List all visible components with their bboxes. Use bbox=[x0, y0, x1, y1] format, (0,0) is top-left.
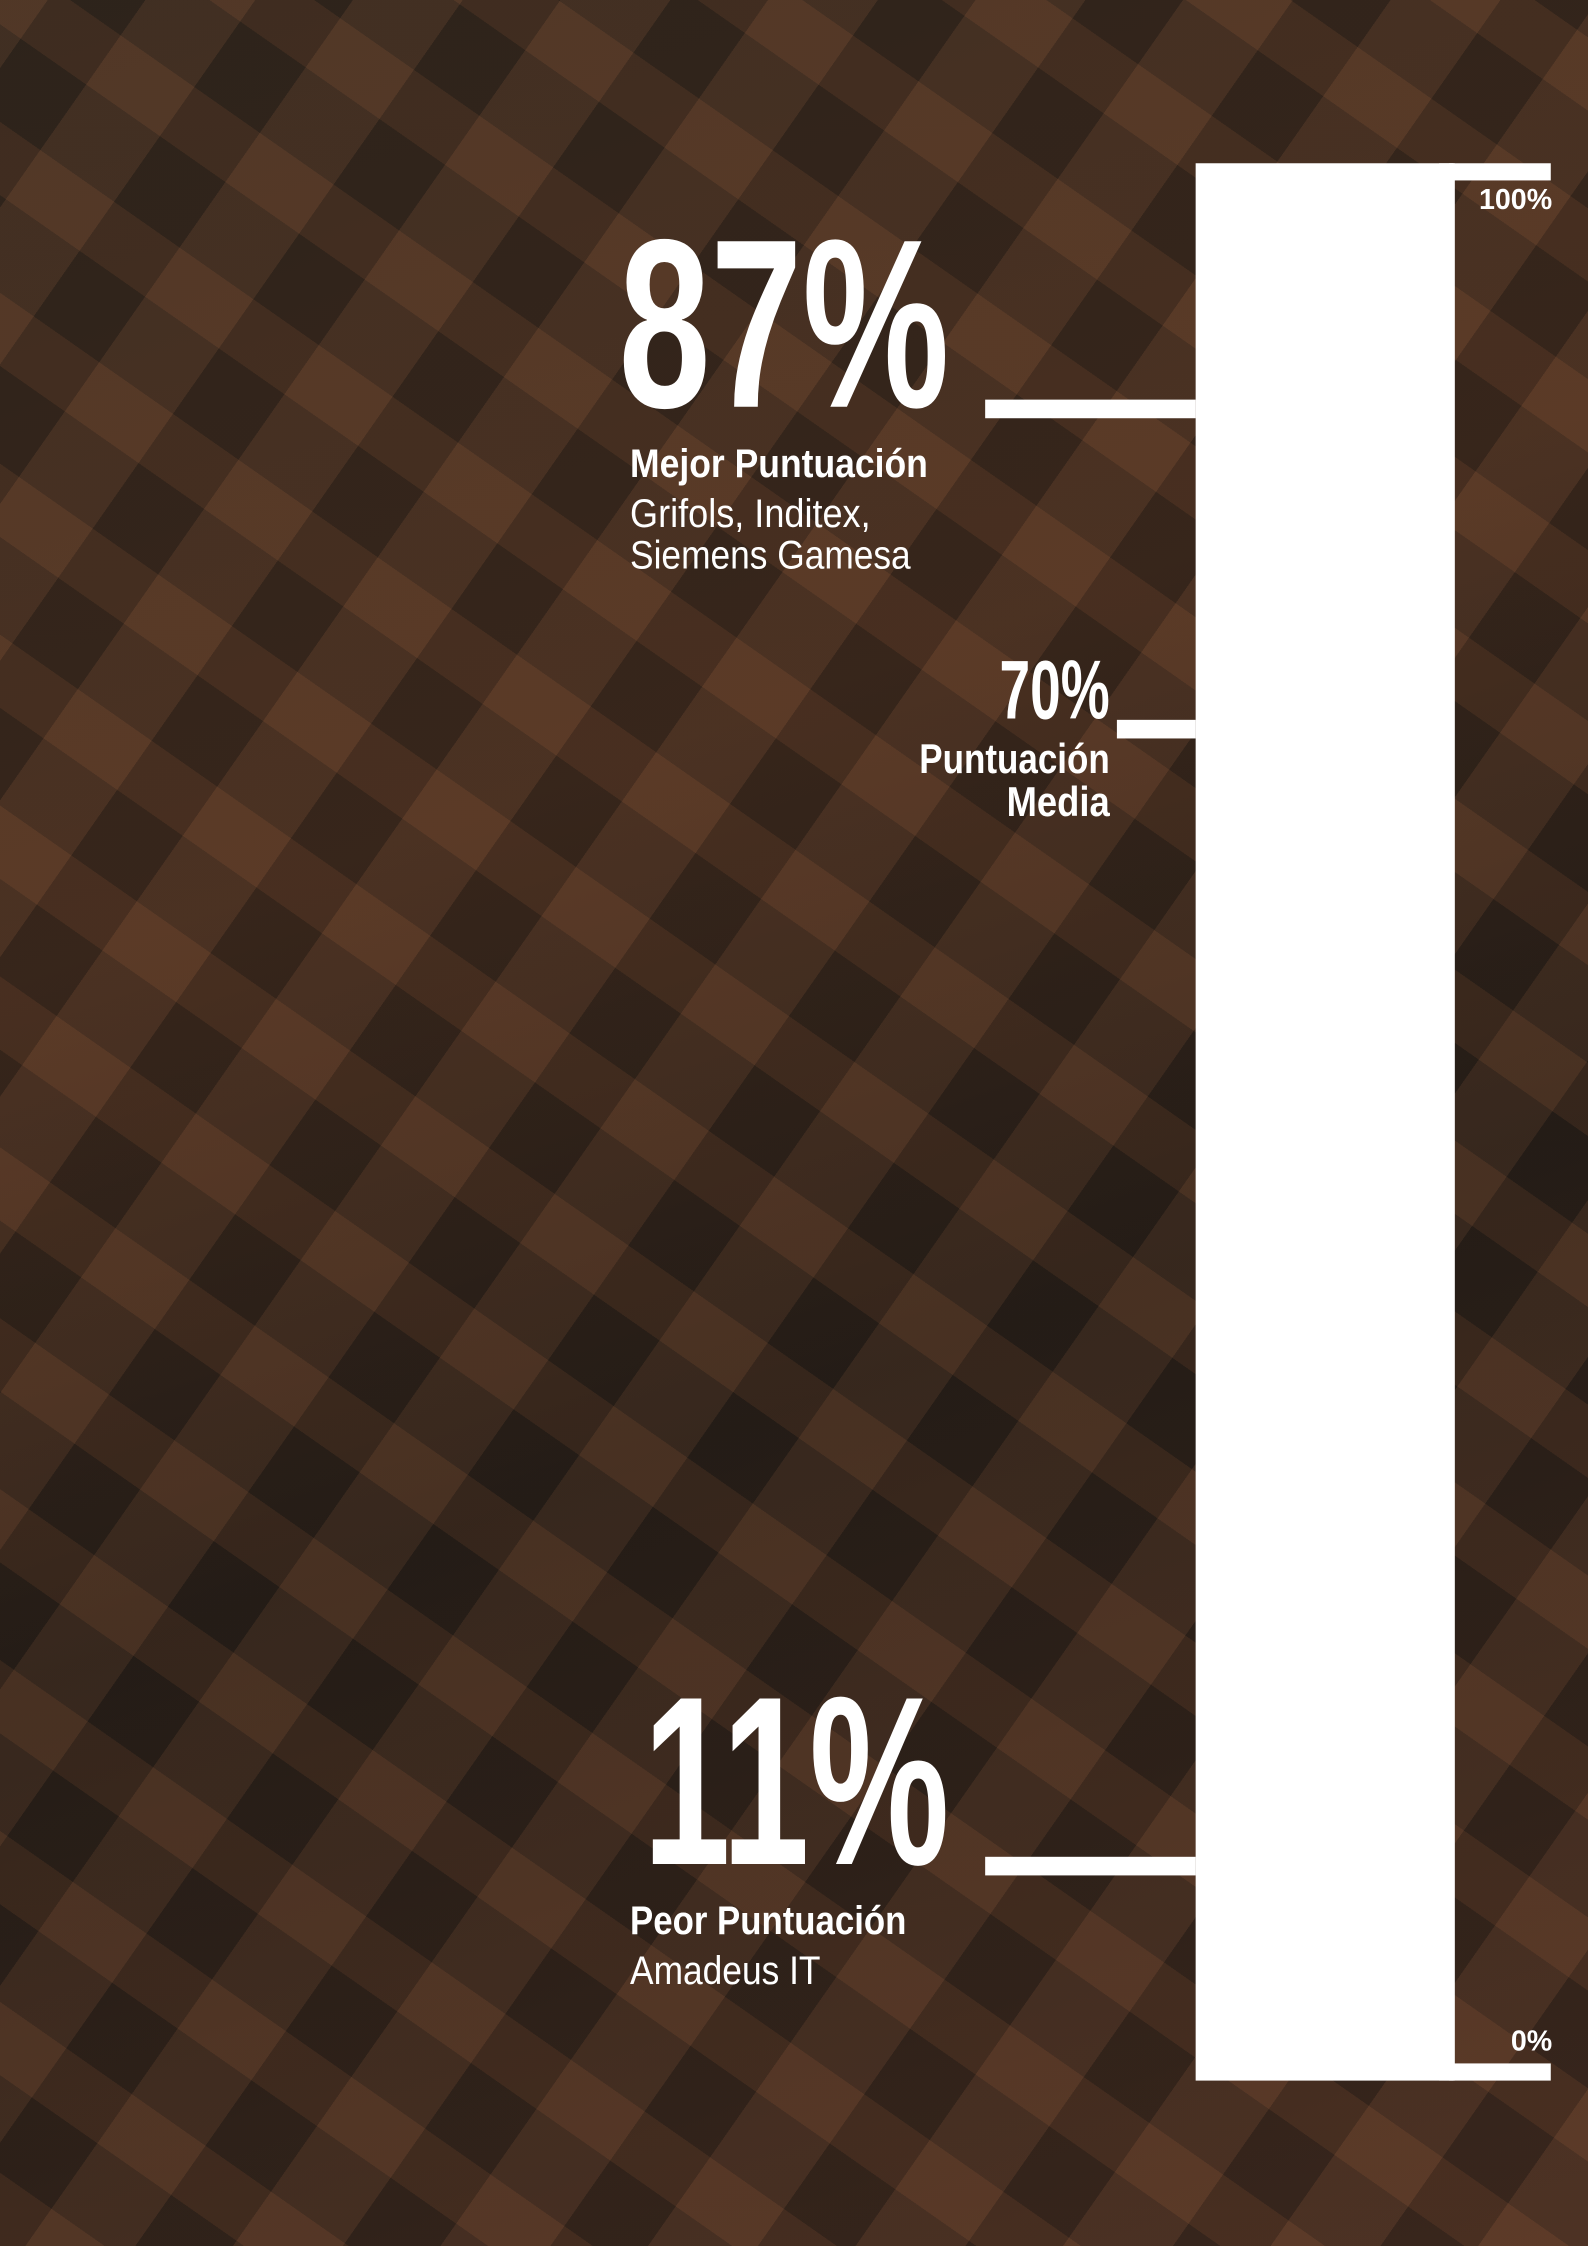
marker-title: Peor Puntuación bbox=[630, 1899, 906, 1943]
marker-detail: Grifols, Inditex, bbox=[630, 492, 871, 536]
tick-label: 0% bbox=[1511, 2026, 1552, 2058]
tick-label: 100% bbox=[1479, 184, 1552, 216]
marker-title: Media bbox=[1007, 778, 1111, 825]
marker-line bbox=[985, 1856, 1196, 1876]
marker-line bbox=[985, 399, 1196, 419]
marker-value: 70% bbox=[999, 643, 1109, 736]
marker-title: Puntuación bbox=[919, 735, 1109, 782]
marker-line bbox=[1116, 719, 1196, 739]
scale-bracket bbox=[1449, 163, 1455, 2081]
marker-detail: Siemens Gamesa bbox=[630, 534, 911, 578]
marker-value: 87% bbox=[619, 189, 950, 458]
marker-title: Mejor Puntuación bbox=[630, 442, 928, 486]
marker-value: 11% bbox=[643, 1646, 949, 1915]
scale-bar bbox=[1195, 163, 1454, 2081]
marker-detail: Amadeus IT bbox=[630, 1949, 820, 1993]
tick-mark bbox=[1439, 2063, 1551, 2081]
tick-mark bbox=[1439, 163, 1551, 181]
